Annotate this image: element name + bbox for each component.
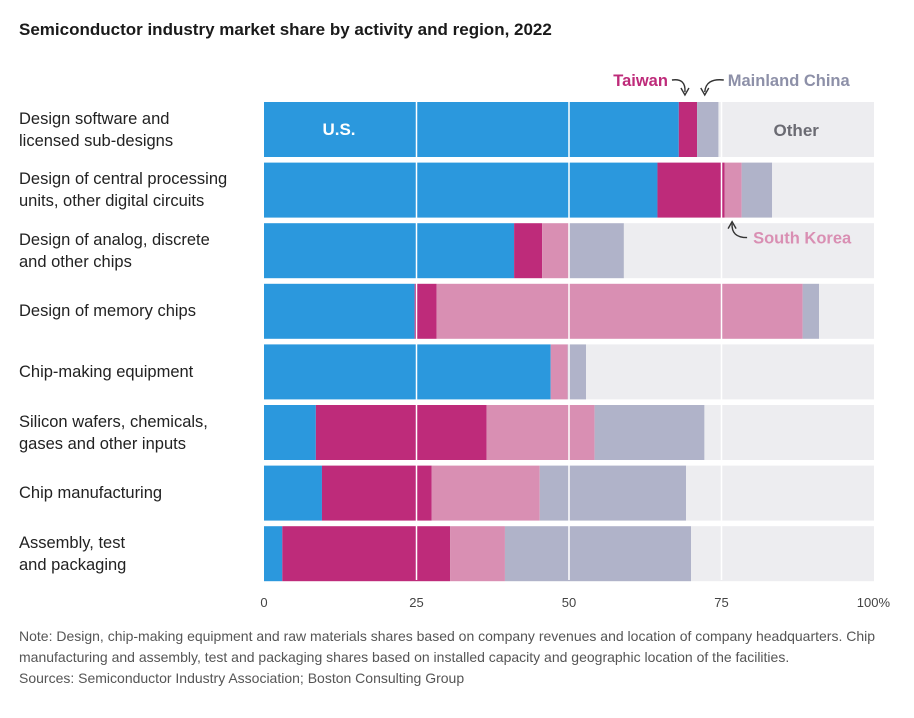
chart-footnote: Note: Design, chip-making equipment and … bbox=[19, 626, 889, 689]
category-label: Design of analog, discrete and other chip… bbox=[19, 230, 210, 271]
bar-segment-us bbox=[264, 102, 679, 157]
category-label: Chip-making equipment bbox=[19, 362, 194, 381]
bar-segment-taiwan bbox=[414, 283, 437, 339]
bar-segment-other bbox=[586, 344, 874, 400]
south-korea-label: South Korea bbox=[753, 230, 852, 248]
mainland-china-arrow bbox=[704, 79, 724, 93]
bar-segment-mainland-china bbox=[802, 283, 820, 339]
bar-segment-south-korea bbox=[436, 283, 803, 339]
bar-segment-mainland-china bbox=[741, 162, 773, 218]
us-label: U.S. bbox=[322, 120, 355, 139]
bar-segment-other bbox=[819, 283, 874, 339]
bar-segment-taiwan bbox=[514, 223, 543, 279]
south-korea-arrowhead bbox=[727, 220, 737, 229]
category-label: Silicon wafers, chemicals, gases and othe… bbox=[19, 412, 208, 453]
bar-segment-south-korea bbox=[431, 465, 540, 521]
bar-segment-south-korea bbox=[724, 162, 742, 218]
mainland-china-label: Mainland China bbox=[728, 72, 851, 90]
other-label: Other bbox=[774, 121, 820, 140]
taiwan-arrow bbox=[671, 79, 686, 93]
bar-segment-other bbox=[686, 465, 874, 521]
x-tick-label: 0 bbox=[260, 595, 267, 610]
category-label: Design of central processing units, other… bbox=[19, 170, 228, 211]
bar-segment-us bbox=[264, 405, 316, 460]
bar-segment-taiwan bbox=[678, 102, 698, 157]
bar-segment-mainland-china bbox=[504, 526, 691, 582]
bar-segment-taiwan bbox=[315, 405, 487, 460]
x-tick-label: 50 bbox=[562, 595, 576, 610]
bar-segment-other bbox=[623, 223, 874, 279]
stacked-bar-chart: 0 25 50 75 100% U.S. Other Taiwan Mainland China… bbox=[260, 72, 891, 610]
bar-segment-south-korea bbox=[542, 223, 569, 279]
bar-segment-us bbox=[264, 162, 658, 218]
bar-segment-us bbox=[264, 344, 551, 400]
sources-text: Sources: Semiconductor Industry Associat… bbox=[19, 670, 465, 686]
category-label: Chip manufacturing bbox=[19, 484, 163, 503]
bar-segment-mainland-china bbox=[594, 405, 705, 460]
taiwan-label: Taiwan bbox=[613, 72, 668, 90]
bar-segment-other bbox=[704, 405, 874, 460]
bar-segment-mainland-china bbox=[539, 465, 687, 521]
bar-segment-mainland-china bbox=[697, 102, 719, 157]
bar-segment-taiwan bbox=[657, 162, 725, 218]
category-label: Assembly, test and packaging bbox=[19, 533, 127, 574]
category-label: Design software and licensed sub-designs bbox=[19, 109, 174, 150]
category-label: Design of memory chips bbox=[19, 302, 196, 321]
taiwan-arrowhead bbox=[680, 87, 690, 97]
bar-segment-us bbox=[264, 465, 322, 521]
mainland-china-arrowhead bbox=[700, 87, 710, 97]
bar-segment-mainland-china bbox=[567, 344, 587, 400]
x-tick-label: 25 bbox=[409, 595, 423, 610]
bar-segment-mainland-china bbox=[569, 223, 624, 279]
bar-segment-us bbox=[264, 526, 283, 582]
x-tick-label: 75 bbox=[714, 595, 728, 610]
chart-title: Semiconductor industry market share by a… bbox=[19, 20, 552, 39]
bar-segment-us bbox=[264, 283, 415, 339]
bar-segment-other bbox=[772, 162, 874, 218]
bar-segment-taiwan bbox=[282, 526, 451, 582]
bar-segment-taiwan bbox=[321, 465, 432, 521]
bar-segment-south-korea bbox=[550, 344, 568, 400]
bar-segment-south-korea bbox=[486, 405, 595, 460]
x-tick-label: 100% bbox=[857, 595, 891, 610]
south-korea-arrow bbox=[731, 223, 748, 239]
bar-segment-south-korea bbox=[450, 526, 505, 582]
bar-segment-us bbox=[264, 223, 515, 279]
bar-segment-other bbox=[718, 102, 874, 157]
note-text: Note: Design, chip-making equipment and … bbox=[19, 628, 876, 665]
bar-segment-other bbox=[691, 526, 874, 582]
